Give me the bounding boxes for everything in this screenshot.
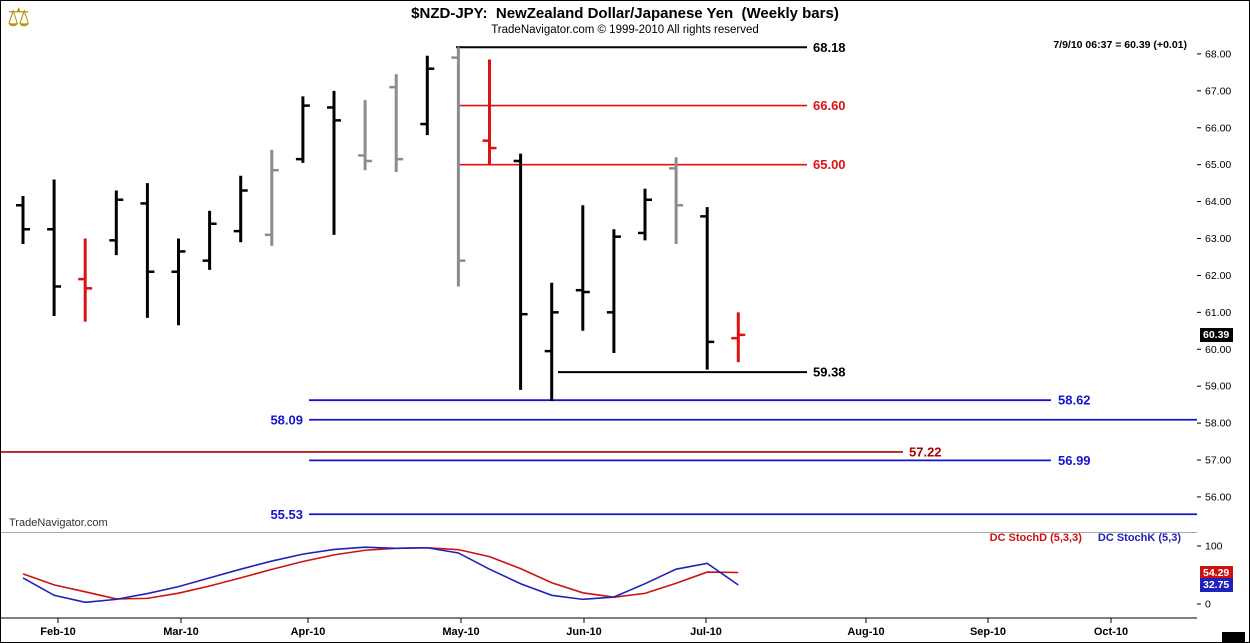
last-price-badge: 60.39	[1200, 327, 1234, 342]
level-label-58.09: 58.09	[270, 412, 303, 427]
price-axis-label: 60.00	[1205, 344, 1231, 356]
watermark-text: TradeNavigator.com	[9, 517, 108, 529]
last-quote-text: 7/9/10 06:37 = 60.39 (+0.01)	[1053, 39, 1187, 51]
stoch-axis-label: 0	[1205, 599, 1211, 611]
level-label-65.00: 65.00	[813, 157, 846, 172]
price-axis-label: 68.00	[1205, 48, 1231, 60]
level-label-68.18: 68.18	[813, 40, 846, 55]
level-label-66.60: 66.60	[813, 98, 846, 113]
price-axis-label: 58.00	[1205, 418, 1231, 430]
price-axis-label: 63.00	[1205, 233, 1231, 245]
price-axis-label: 56.00	[1205, 491, 1231, 503]
stochd-legend-label[interactable]: DC StochD (5,3,3)	[989, 532, 1082, 544]
price-axis-label: 57.00	[1205, 455, 1231, 467]
level-label-57.22: 57.22	[909, 444, 942, 459]
price-axis-label: 59.00	[1205, 381, 1231, 393]
price-axis-label: 67.00	[1205, 85, 1231, 97]
month-label: Aug-10	[847, 626, 884, 638]
month-label: Apr-10	[291, 626, 326, 638]
level-label-59.38: 59.38	[813, 365, 846, 380]
price-axis-label: 65.00	[1205, 159, 1231, 171]
stoch-legend: DC StochD (5,3,3) DC StochK (5,3)	[990, 532, 1181, 544]
month-label: May-10	[442, 626, 479, 638]
month-label: Jul-10	[690, 626, 722, 638]
price-axis-label: 61.00	[1205, 307, 1231, 319]
level-label-55.53: 55.53	[270, 507, 303, 522]
month-label: Sep-10	[970, 626, 1006, 638]
tradenavigator-logo[interactable]: ⚖	[7, 1, 30, 33]
stochk-value-badge: 32.75	[1200, 578, 1234, 592]
scales-icon: ⚖	[7, 2, 31, 32]
stochk-line	[22, 546, 739, 604]
level-label-58.62: 58.62	[1058, 393, 1091, 408]
month-label: Jun-10	[566, 626, 601, 638]
copyright-text: TradeNavigator.com © 1999-2010 All right…	[491, 24, 759, 36]
month-label: Oct-10	[1094, 626, 1128, 638]
price-axis-label: 66.00	[1205, 122, 1231, 134]
price-axis-label: 62.00	[1205, 270, 1231, 282]
month-label: Mar-10	[163, 626, 198, 638]
stochk-legend-label[interactable]: DC StochK (5,3)	[1097, 532, 1181, 544]
level-label-56.99: 56.99	[1058, 453, 1091, 468]
chart-title: $NZD-JPY: NewZealand Dollar/Japanese Yen…	[411, 5, 839, 22]
stochd-value-badge: 54.29	[1200, 565, 1234, 580]
scrollbar-thumb[interactable]	[1222, 632, 1245, 642]
stochd-line	[22, 546, 739, 600]
price-axis-label: 64.00	[1205, 196, 1231, 208]
stoch-axis-label: 100	[1205, 541, 1223, 553]
month-label: Feb-10	[40, 626, 75, 638]
